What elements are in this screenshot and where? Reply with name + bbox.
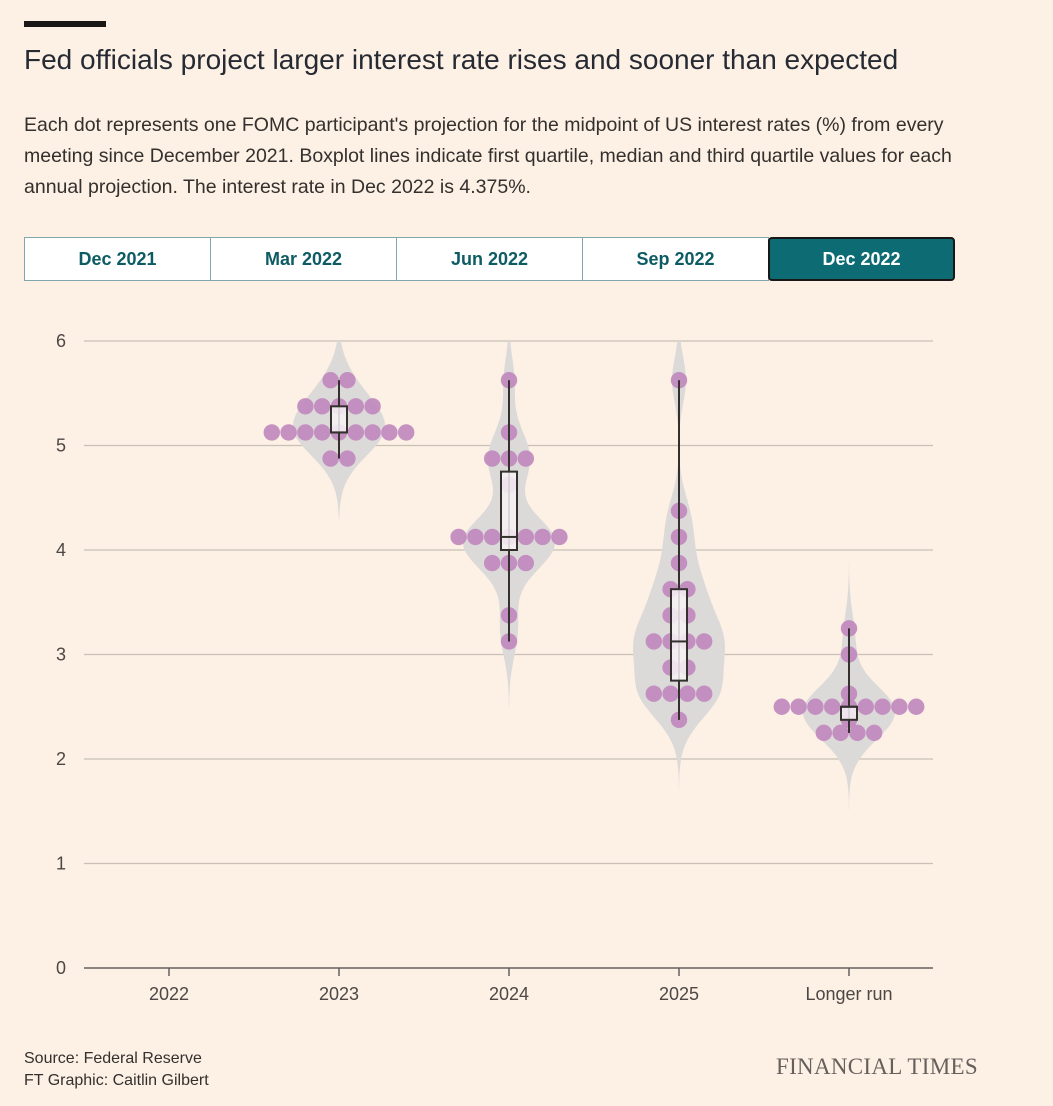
- projection-dot: [381, 424, 398, 441]
- quartile-box: [330, 405, 348, 434]
- tab-dec-2021[interactable]: Dec 2021: [24, 237, 211, 281]
- projection-dot: [322, 450, 339, 467]
- x-tick-label: 2022: [149, 984, 189, 1004]
- projection-dot: [364, 398, 381, 415]
- projection-dot: [824, 698, 841, 715]
- projection-dot: [484, 554, 501, 572]
- projection-dot: [866, 724, 883, 742]
- tab-dec-2022[interactable]: Dec 2022: [768, 237, 955, 281]
- projection-dot: [484, 450, 501, 467]
- projection-dot: [891, 698, 908, 715]
- tab-mar-2022[interactable]: Mar 2022: [210, 237, 397, 281]
- y-tick-label: 0: [56, 958, 66, 978]
- y-tick-label: 2: [56, 749, 66, 769]
- projection-dot: [908, 698, 925, 715]
- projection-dot: [339, 450, 356, 467]
- projection-dot: [364, 424, 381, 441]
- projection-dot: [517, 554, 534, 572]
- projection-dot: [314, 398, 331, 415]
- tab-sep-2022[interactable]: Sep 2022: [582, 237, 769, 281]
- projection-dot: [450, 528, 467, 546]
- projection-dot: [679, 685, 696, 702]
- projection-dot: [696, 685, 713, 702]
- projection-dot: [467, 528, 484, 546]
- x-tick-label: Longer run: [805, 984, 892, 1004]
- projection-dot: [297, 424, 314, 441]
- source-text: Source: Federal Reserve: [24, 1050, 202, 1067]
- projection-dot: [857, 698, 874, 715]
- chart-subtitle: Each dot represents one FOMC participant…: [24, 114, 952, 198]
- projection-dot: [551, 528, 568, 546]
- chart-title: Fed officials project larger interest ra…: [24, 44, 899, 75]
- projection-dot: [322, 371, 339, 389]
- projection-dot: [645, 685, 662, 702]
- projection-dot: [398, 424, 415, 441]
- y-tick-label: 4: [56, 540, 66, 560]
- projection-dot: [662, 685, 679, 702]
- quartile-box: [500, 470, 518, 551]
- credit-text: FT Graphic: Caitlin Gilbert: [24, 1072, 209, 1089]
- meeting-tabs: Dec 2021 Mar 2022 Jun 2022 Sep 2022 Dec …: [24, 237, 958, 281]
- projection-dot: [832, 724, 849, 742]
- x-tick-label: 2025: [659, 984, 699, 1004]
- projection-dot: [696, 633, 713, 650]
- projection-dot: [484, 528, 501, 546]
- y-tick-label: 3: [56, 645, 66, 665]
- y-tick-label: 1: [56, 854, 66, 874]
- tab-jun-2022[interactable]: Jun 2022: [396, 237, 583, 281]
- projection-dot: [297, 398, 314, 415]
- projection-dot: [339, 371, 356, 389]
- x-tick-label: 2023: [319, 984, 359, 1004]
- projection-dot: [534, 528, 551, 546]
- dot-plot-chart: 0 1 2 3 4 5 6 2022 2023 2024 2025 Longer run: [56, 331, 933, 1004]
- projection-dot: [773, 698, 790, 715]
- source-notes: Source: Federal Reserve FT Graphic: Cait…: [24, 1048, 209, 1092]
- projection-dot: [517, 528, 534, 546]
- projection-dot: [849, 724, 866, 742]
- quartile-box: [670, 588, 688, 682]
- projection-dot: [790, 698, 807, 715]
- projection-dot: [874, 698, 891, 715]
- y-tick-label: 5: [56, 436, 66, 456]
- projection-dot: [807, 698, 824, 715]
- y-tick-label: 6: [56, 331, 66, 351]
- x-tick-label: 2024: [489, 984, 529, 1004]
- projection-dot: [347, 424, 364, 441]
- projection-dot: [517, 450, 534, 467]
- projection-dot: [645, 633, 662, 650]
- projection-dot: [314, 424, 331, 441]
- projection-dot: [280, 424, 297, 441]
- top-rule: [24, 21, 106, 27]
- projection-dot: [815, 724, 832, 742]
- quartile-box: [840, 705, 858, 721]
- projection-dot: [263, 424, 280, 441]
- projection-dot: [347, 398, 364, 415]
- ft-logo: FINANCIAL TIMES: [776, 1054, 978, 1079]
